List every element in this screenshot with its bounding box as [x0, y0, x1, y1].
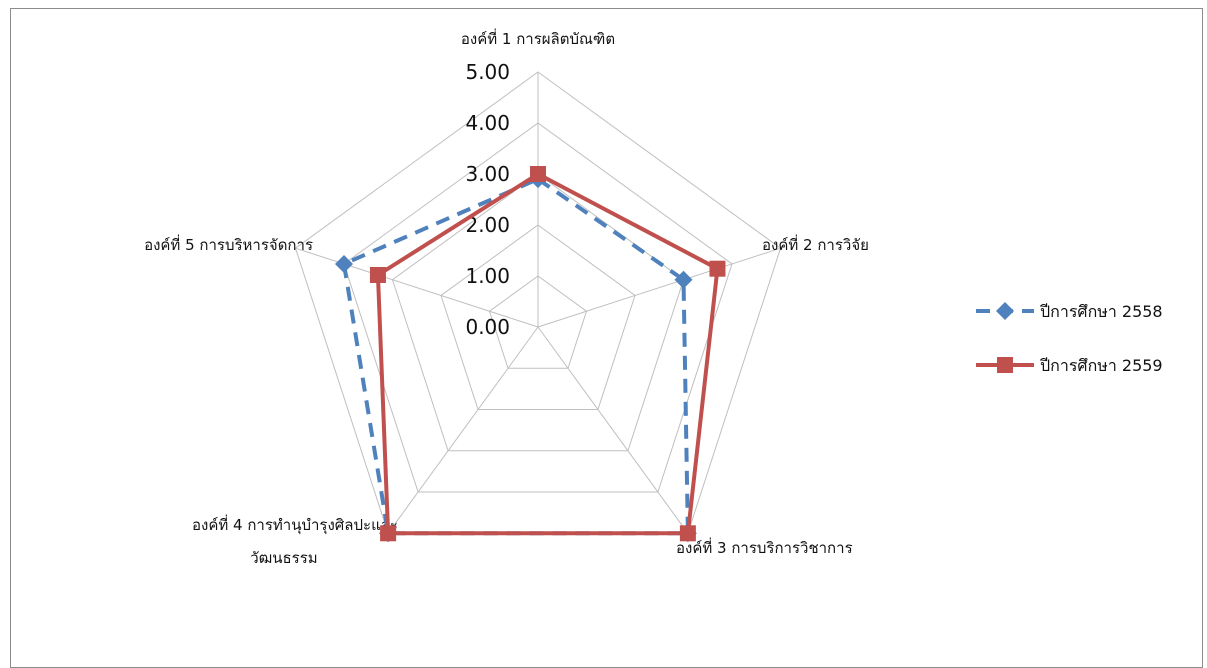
grid-spoke-2 — [537, 247, 781, 328]
data-point — [380, 525, 397, 542]
category-label: องค์ที่ 2 การวิจัย — [762, 234, 869, 254]
series-2 — [369, 166, 726, 542]
series-layer — [334, 166, 726, 543]
data-point — [334, 254, 353, 273]
radar-grid — [294, 71, 782, 534]
category-label: องค์ที่ 4 การทำนุบำรุงศิลปะและ — [192, 514, 398, 535]
legend: ปีการศึกษา 2558 ปีการศึกษา 2559 — [976, 302, 1163, 375]
legend-marker — [996, 302, 1014, 320]
grid-ring-2 — [440, 224, 636, 411]
grid-ring-1 — [488, 275, 588, 369]
category-label: องค์ที่ 3 การบริการวิชาการ — [676, 537, 853, 557]
grid-spoke-5 — [295, 247, 539, 328]
legend-label: ปีการศึกษา 2558 — [1040, 302, 1163, 321]
tick-label: 5.00 — [465, 60, 510, 84]
data-point — [709, 260, 726, 277]
tick-label: 1.00 — [465, 264, 510, 288]
series-1 — [334, 170, 697, 543]
legend-item-2: ปีการศึกษา 2559 — [976, 356, 1163, 375]
legend-item-1: ปีการศึกษา 2558 — [976, 302, 1163, 321]
chart-frame — [10, 8, 1203, 668]
tick-label: 3.00 — [465, 162, 510, 186]
data-point — [679, 525, 696, 542]
legend-marker — [997, 357, 1013, 373]
data-point — [530, 166, 546, 182]
grid-spoke-4 — [387, 326, 539, 534]
grid-spoke-3 — [537, 326, 689, 534]
tick-label: 0.00 — [465, 315, 510, 339]
data-point — [369, 266, 386, 283]
data-point — [674, 270, 693, 289]
category-label: องค์ที่ 1 การผลิตบัณฑิต — [461, 28, 615, 48]
series-line — [341, 176, 690, 536]
grid-ring-4 — [343, 122, 733, 493]
tick-label: 4.00 — [465, 111, 510, 135]
category-label: วัฒนธรรม — [250, 549, 317, 567]
legend-label: ปีการศึกษา 2559 — [1040, 356, 1163, 375]
category-label: องค์ที่ 5 การบริหารจัดการ — [144, 234, 313, 254]
series-line — [375, 171, 720, 536]
